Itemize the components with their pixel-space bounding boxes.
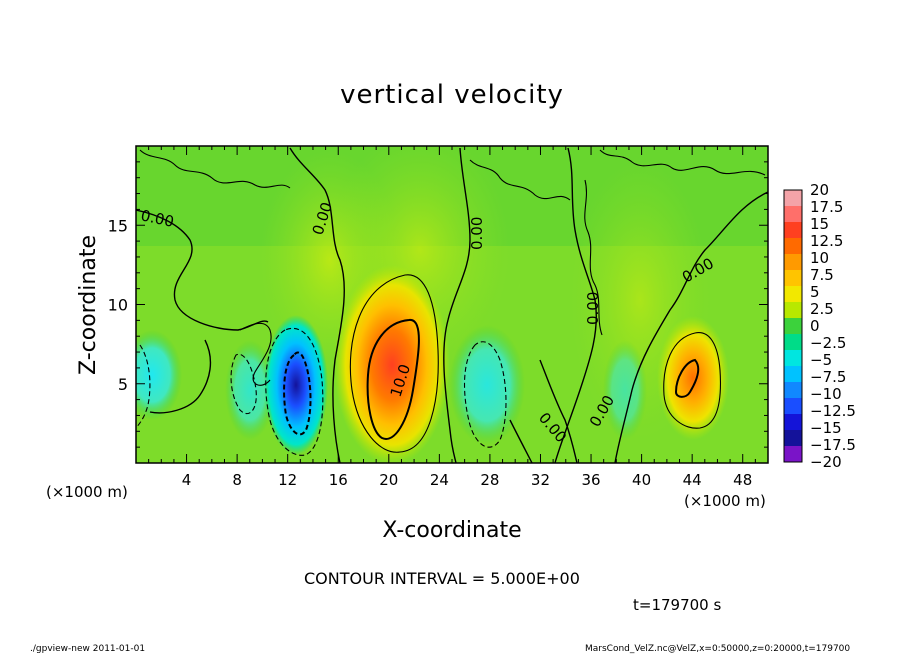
colorbar-label: −7.5 [810, 368, 846, 386]
colorbar-swatch [784, 414, 802, 431]
colorbar-label: 17.5 [810, 198, 843, 216]
plot-area: 0.00 0.00 0.00 0.00 0.00 0.00 0.00 10.0 [136, 146, 768, 463]
x-tick-label: 24 [430, 471, 449, 489]
colorbar-label: 10 [810, 249, 829, 267]
x-unit-left: (×1000 m) [46, 483, 128, 501]
colorbar-frame [783, 189, 803, 463]
x-tick-label: 40 [632, 471, 651, 489]
downdraft-core [264, 315, 328, 455]
colorbar-swatch [784, 286, 802, 303]
x-axis-label: X-coordinate [382, 518, 521, 543]
colorbar-label: −5 [810, 351, 832, 369]
updraft-core-main [334, 265, 450, 463]
x-tick-label: 48 [733, 471, 752, 489]
colorbar-swatch [784, 302, 802, 319]
y-axis-label: Z-coordinate [76, 235, 101, 375]
x-tick-label: 36 [581, 471, 600, 489]
colorbar-swatch [784, 382, 802, 399]
colorbar-swatch [784, 270, 802, 287]
x-tick-label: 20 [379, 471, 398, 489]
x-tick-label: 28 [480, 471, 499, 489]
x-tick-label: 32 [531, 471, 550, 489]
colorbar: 2017.51512.5107.552.50−2.5−5−7.5−10−12.5… [783, 181, 856, 471]
colorbar-swatch [784, 222, 802, 239]
colorbar-label: 5 [810, 283, 820, 301]
y-tick-label: 5 [118, 375, 128, 394]
colorbar-label: 20 [810, 181, 829, 199]
colorbar-swatch [784, 238, 802, 255]
chart-title: vertical velocity [340, 80, 564, 110]
colorbar-swatch [784, 430, 802, 447]
colorbar-label: 12.5 [810, 232, 843, 250]
colorbar-label: −17.5 [810, 436, 856, 454]
colorbar-label: −2.5 [810, 334, 846, 352]
colorbar-label: −10 [810, 385, 842, 403]
x-tick-label: 12 [278, 471, 297, 489]
colorbar-label: −15 [810, 419, 842, 437]
contour-interval-text: CONTOUR INTERVAL = 5.000E+00 [304, 569, 580, 588]
x-axis: 4 8 12 16 20 24 28 32 36 40 44 48 [148, 146, 756, 489]
colorbar-label: 15 [810, 215, 829, 233]
colorbar-label: 2.5 [810, 300, 834, 318]
colorbar-swatch [784, 334, 802, 351]
updraft-core-right [657, 316, 729, 440]
x-tick-label: 8 [232, 471, 242, 489]
footer-right: MarsCond_VelZ.nc@VelZ,x=0:50000,z=0:2000… [585, 644, 850, 654]
footer-left: ./gpview-new 2011-01-01 [30, 644, 145, 654]
contour-label: 0.00 [468, 217, 486, 250]
x-tick-label: 4 [182, 471, 192, 489]
contour-label: 0.00 [584, 292, 602, 325]
y-tick-label: 10 [108, 296, 128, 315]
colorbar-label: 0 [810, 317, 820, 335]
colorbar-swatch [784, 398, 802, 415]
colorbar-label: −20 [810, 453, 842, 471]
y-tick-label: 15 [108, 216, 128, 235]
y-axis: 5 10 15 [108, 161, 768, 448]
downdraft-region-left [136, 330, 182, 420]
colorbar-label: −12.5 [810, 402, 856, 420]
colorbar-swatch [784, 446, 802, 463]
contour-lines [136, 147, 768, 463]
time-stamp: t=179700 s [633, 596, 721, 614]
colorbar-swatch [784, 366, 802, 383]
colorbar-swatch [784, 350, 802, 367]
x-tick-label: 16 [329, 471, 348, 489]
colorbar-swatch [784, 318, 802, 335]
x-unit-right: (×1000 m) [684, 492, 766, 510]
negative-contours [136, 327, 507, 456]
colorbar-swatch [784, 206, 802, 223]
colorbar-label: 7.5 [810, 266, 834, 284]
colorbar-swatch [784, 254, 802, 271]
colorbar-swatch [784, 190, 802, 207]
x-tick-label: 44 [683, 471, 702, 489]
